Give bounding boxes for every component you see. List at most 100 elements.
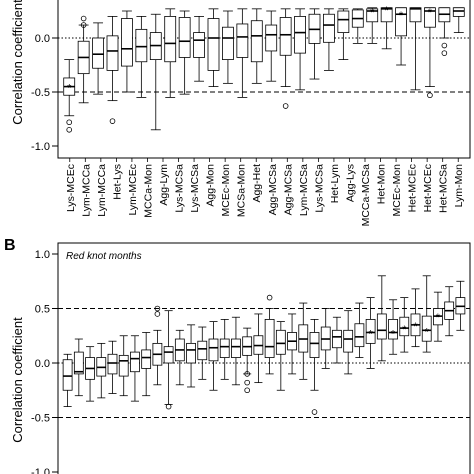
panel-a-x-tick-label: Lys-MCSa xyxy=(174,164,186,213)
panel-a-box xyxy=(164,8,177,98)
panel-a-box xyxy=(92,22,104,95)
panel-a-box-iqr xyxy=(164,15,177,63)
panel-a-significance-star: * xyxy=(428,7,433,19)
panel-b-box xyxy=(320,308,331,369)
panel-a-x-tick-label: Lym-MCCa xyxy=(96,164,108,217)
panel-a-x-tick-label: Het-MCEc xyxy=(422,164,434,212)
panel-b-outlier xyxy=(311,409,318,415)
panel-a-x-tick-label: Lym-Mon xyxy=(453,164,465,208)
panel-a-x-tick-label: MCSa-Mon xyxy=(236,164,248,217)
panel-b-box-iqr xyxy=(376,313,387,340)
panel-b-significance-star: * xyxy=(368,328,373,340)
panel-a-significance-star: * xyxy=(399,10,404,22)
panel-b-box-iqr xyxy=(107,353,118,375)
panel-b-label: B xyxy=(4,237,16,254)
panel-b-box: * xyxy=(399,297,410,353)
panel-a-x-tick-label: Agg-MCSa xyxy=(282,164,294,216)
panel-b-box xyxy=(107,340,118,394)
panel-b-y-axis-label: Correlation coefficient xyxy=(10,317,25,443)
panel-a-box-iqr xyxy=(337,10,350,34)
panel-b-box-iqr xyxy=(197,340,208,361)
panel-b-box xyxy=(73,338,84,397)
panel-a-box xyxy=(135,15,148,98)
panel-b-y-tick-label: 0.0 xyxy=(35,358,50,370)
panel-a-x-tick-label: Het-MCSa xyxy=(438,164,450,213)
panel-a-box xyxy=(250,8,263,84)
panel-b-box xyxy=(231,316,241,386)
panel-a-x-tick-label: Lys-MCEc xyxy=(65,164,77,212)
panel-a-box xyxy=(294,8,306,91)
panel-b-y-tick-label: 0.5 xyxy=(35,304,50,316)
panel-b-significance-star: * xyxy=(425,326,430,338)
panel-a-box-iqr xyxy=(193,32,205,58)
panel-b-box xyxy=(332,316,342,364)
panel-a-significance-star: * xyxy=(385,5,390,17)
panel-b-box xyxy=(174,329,185,386)
panel-a-box: * xyxy=(424,7,436,99)
panel-b-y-tick-label: -1.0 xyxy=(31,467,50,474)
panel-a-box-iqr xyxy=(92,37,104,69)
panel-a-box xyxy=(279,8,292,109)
panel-b-box-iqr xyxy=(62,359,73,391)
panel-a-box-iqr xyxy=(236,23,249,58)
panel-b-box xyxy=(354,302,365,358)
panel-a-x-tick-label: Agg-Het xyxy=(251,164,263,203)
panel-a-outlier xyxy=(441,42,448,49)
panel-b-box xyxy=(208,321,219,391)
panel-a-box xyxy=(207,8,220,87)
panel-a-outlier xyxy=(427,92,433,99)
panel-a-box-iqr xyxy=(380,7,393,23)
panel-a-box-iqr xyxy=(452,7,465,17)
panel-b-box xyxy=(287,313,297,375)
panel-b-outlier xyxy=(154,311,161,317)
panel-a-outlier xyxy=(441,50,448,56)
panel-a-box-iqr xyxy=(424,7,436,28)
panel-b-box xyxy=(343,310,354,375)
panel-a-box xyxy=(222,10,234,84)
panel-a-x-tick-label: Agg-MCSa xyxy=(267,164,279,216)
panel-a-box xyxy=(409,7,422,91)
panel-a-box xyxy=(121,10,133,93)
panel-b-box xyxy=(455,280,466,331)
panel-b-box-iqr xyxy=(421,315,432,342)
panel-b-box-iqr xyxy=(118,354,129,377)
panel-a-box-iqr xyxy=(323,13,335,43)
panel-a-box-iqr xyxy=(294,15,306,54)
panel-a-box xyxy=(265,10,278,82)
panel-a-box-iqr xyxy=(121,18,133,67)
panel-a-box xyxy=(337,8,350,60)
panel-a-box xyxy=(323,8,335,71)
panel-a-box xyxy=(77,15,90,104)
panel-b-box xyxy=(242,327,253,394)
panel-b-box-iqr xyxy=(141,349,152,369)
panel-b-title: Red knot months xyxy=(66,251,142,262)
panel-b-box xyxy=(275,321,286,391)
panel-b-y-tick-label: 1.0 xyxy=(35,249,50,261)
panel-a-box-iqr xyxy=(250,20,263,63)
panel-b-outlier xyxy=(244,371,250,377)
panel-b-box-iqr xyxy=(365,318,376,344)
panel-b-box xyxy=(62,353,73,408)
panel-b-box xyxy=(152,305,163,386)
panel-a-y-tick-label: -1.0 xyxy=(31,141,50,153)
panel-a-x-tick-label: Agg-Lys xyxy=(344,164,356,202)
panel-b-box: * xyxy=(421,275,432,353)
panel-b-box: * xyxy=(410,288,421,348)
panel-b-box xyxy=(118,335,129,397)
panel-a-box xyxy=(149,13,162,131)
panel-b-significance-star: * xyxy=(413,321,418,333)
panel-b-box-iqr xyxy=(343,329,354,353)
panel-a-outlier xyxy=(109,118,116,124)
panel-b-box-iqr xyxy=(264,318,275,358)
panel-a-box-iqr xyxy=(207,18,220,71)
panel-a-x-tick-label: Het-Lym xyxy=(329,164,341,204)
panel-b-significance-star: * xyxy=(391,328,396,340)
panel-b-box xyxy=(253,313,264,384)
panel-b-box xyxy=(96,342,107,399)
panel-b-box-iqr xyxy=(332,329,342,349)
panel-b-box-iqr xyxy=(399,316,410,337)
panel-a-x-tick-label: Lym-MCSa xyxy=(298,164,310,216)
panel-b-box-iqr xyxy=(186,342,196,364)
panel-b-box: * xyxy=(433,291,443,342)
panel-b-outlier xyxy=(154,305,161,312)
